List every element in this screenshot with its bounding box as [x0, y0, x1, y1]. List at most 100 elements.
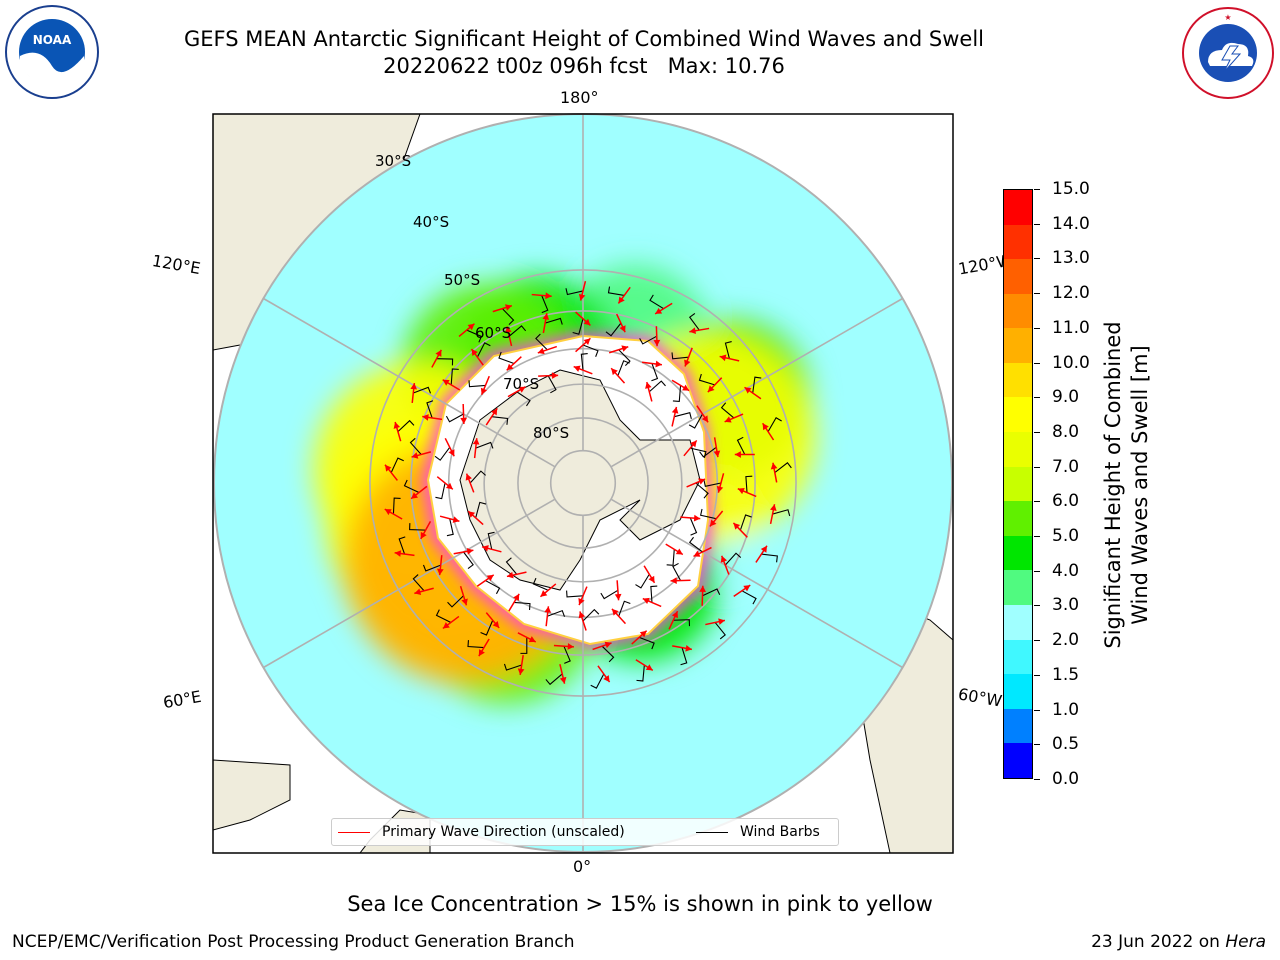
colorbar-segment [1004, 224, 1032, 260]
wind-barb [639, 335, 657, 345]
wave-arrowhead [619, 325, 626, 333]
wave-arrowhead [467, 323, 475, 331]
wind-barb [590, 673, 605, 689]
wind-barb [736, 436, 746, 455]
wind-barb [544, 317, 563, 325]
lon-label-top: 180° [560, 88, 599, 107]
wave-arrowhead [422, 414, 429, 421]
meridian-line [263, 498, 556, 669]
africa-land [213, 759, 291, 831]
wind-barb [398, 536, 406, 555]
legend-swatch-red [338, 831, 370, 833]
colorbar-segment [1004, 639, 1032, 675]
colorbar-tick [1034, 397, 1040, 399]
wave-arrowhead [506, 571, 514, 579]
colorbar-tick [1034, 293, 1040, 295]
wind-barb [565, 288, 584, 296]
wind-barb [680, 647, 688, 666]
wave-arrowhead [724, 416, 732, 423]
wind-barb [426, 400, 434, 419]
wave-arrowhead [611, 608, 619, 616]
wind-barb [607, 286, 625, 296]
wind-barb [520, 637, 528, 654]
wave-arrowhead [734, 451, 741, 458]
wave-arrowhead [642, 597, 650, 605]
wave-arrowhead [482, 545, 489, 552]
wave-arrowhead [578, 293, 586, 301]
wind-barb [466, 329, 483, 343]
colorbar-segment [1004, 535, 1032, 571]
wave-arrowhead [480, 387, 488, 395]
wind-barb [688, 312, 700, 331]
wave-arrowhead [517, 668, 525, 675]
wave-arrowhead [578, 598, 585, 606]
wave-arrowhead [410, 383, 418, 390]
wave-arrowhead [684, 359, 691, 367]
wind-barb [745, 475, 753, 493]
meridian-line [610, 297, 903, 468]
colorbar-segment [1004, 743, 1032, 778]
wave-arrowhead [709, 519, 717, 527]
wave-arrowhead [528, 636, 536, 643]
wind-barb [392, 497, 401, 515]
wind-barb [617, 360, 630, 376]
wind-barb [689, 517, 698, 536]
wave-arrowhead [393, 421, 401, 429]
wave-arrowhead [466, 548, 474, 555]
wave-arrowhead [713, 450, 721, 458]
wave-arrowhead [744, 387, 752, 394]
wave-arrowhead [733, 522, 741, 530]
wave-arrowhead [743, 585, 751, 592]
wave-arrowhead [542, 313, 550, 320]
wave-arrowhead [478, 649, 485, 657]
wave-arrowhead [604, 641, 612, 649]
wind-barb [535, 333, 548, 351]
wave-arrowhead [621, 345, 629, 352]
wind-barb [767, 417, 782, 432]
colorbar-segment [1004, 397, 1032, 433]
wave-arrowhead [762, 423, 769, 431]
wind-barb [699, 508, 717, 520]
colorbar-tick-label: 3.0 [1052, 595, 1080, 616]
sea-ice-note: Sea Ice Concentration > 15% is shown in … [347, 892, 933, 916]
wind-barb [436, 358, 454, 366]
wind-barb [580, 353, 588, 371]
wind-barb [475, 441, 494, 449]
wind-barb [469, 470, 487, 484]
wind-barb [516, 391, 531, 407]
wave-arrowhead [719, 354, 727, 362]
colorbar [1003, 189, 1033, 779]
wind-barb [724, 341, 732, 359]
wave-arrowhead [671, 611, 678, 619]
wave-arrowhead [394, 550, 402, 557]
wind-barb [739, 514, 752, 531]
colorbar-segment [1004, 293, 1032, 329]
wave-arrowhead [618, 296, 625, 304]
colorbar-tick [1034, 189, 1040, 190]
wind-barb [508, 325, 527, 337]
wind-barb [563, 645, 571, 664]
lat-label-40: 40°S [413, 213, 450, 231]
gridlines [263, 114, 903, 852]
wind-barb [532, 577, 549, 591]
wave-arrowhead [682, 384, 690, 391]
colorbar-tick [1034, 501, 1040, 503]
footer-date-text: 23 Jun 2022 on [1091, 932, 1226, 952]
wave-direction-arrows [384, 281, 778, 684]
colorbar-tick-label: 0.0 [1052, 769, 1080, 789]
wave-arrowhead [518, 386, 526, 393]
wind-barb [566, 590, 584, 598]
wind-barb [672, 562, 682, 581]
wind-barb [480, 620, 494, 636]
wind-barb [503, 663, 522, 671]
colorbar-tick [1034, 431, 1040, 433]
wind-barb [638, 636, 655, 650]
wave-arrowhead [468, 511, 476, 518]
colorbar-tick-label: 0.5 [1052, 734, 1080, 755]
antarctica [420, 330, 715, 650]
wave-arrowhead [583, 318, 591, 326]
wave-arrowhead [698, 478, 706, 485]
wind-barb [547, 609, 566, 617]
colorbar-segment [1004, 328, 1032, 363]
colorbar-tick-label: 14.0 [1052, 213, 1090, 234]
